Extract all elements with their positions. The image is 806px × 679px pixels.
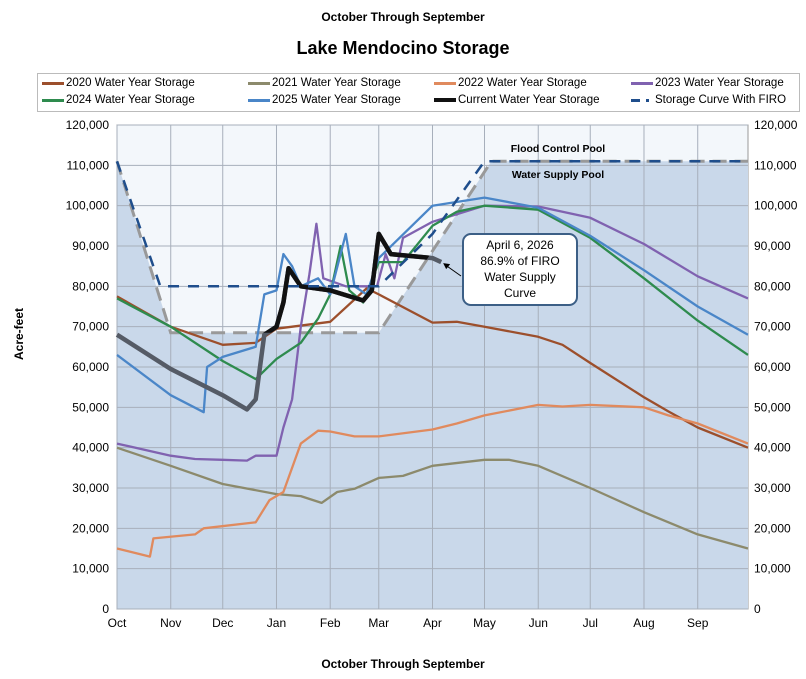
- legend-label: 2020 Water Year Storage: [66, 77, 195, 89]
- y-tick-label-right: 20,000: [754, 521, 791, 535]
- y-tick-label-left: 120,000: [66, 118, 110, 132]
- y-axis-label: Acre-feet: [12, 307, 26, 360]
- x-axis-label: October Through September: [321, 657, 485, 671]
- x-tick-label: Jan: [267, 616, 286, 630]
- legend-swatch: [434, 98, 456, 102]
- y-tick-label-right: 110,000: [754, 158, 797, 172]
- y-tick-label-left: 80,000: [72, 279, 109, 293]
- legend-item: 2020 Water Year Storage: [42, 77, 195, 89]
- legend: 2020 Water Year Storage 2021 Water Year S…: [37, 73, 800, 112]
- chart-supertitle: October Through September: [321, 10, 485, 24]
- y-tick-label-left: 30,000: [72, 481, 109, 495]
- legend-swatch: [631, 98, 653, 102]
- y-tick-label-left: 100,000: [66, 199, 110, 213]
- y-tick-label-left: 60,000: [72, 360, 109, 374]
- y-tick-label-right: 120,000: [754, 118, 798, 132]
- y-tick-label-right: 10,000: [754, 562, 791, 576]
- x-tick-label: Nov: [160, 616, 181, 630]
- legend-item: 2025 Water Year Storage: [248, 94, 401, 106]
- y-tick-label-right: 30,000: [754, 481, 791, 495]
- x-tick-label: Jul: [583, 616, 598, 630]
- y-tick-label-left: 10,000: [72, 562, 109, 576]
- y-tick-label-right: 70,000: [754, 320, 791, 334]
- annotation-line: 86.9% of FIRO: [480, 254, 560, 268]
- legend-swatch: [631, 81, 653, 85]
- y-tick-label-right: 90,000: [754, 239, 791, 253]
- x-tick-label: Dec: [212, 616, 233, 630]
- y-tick-label-left: 50,000: [72, 400, 109, 414]
- annotation-box: April 6, 2026 86.9% of FIRO Water Supply Cu…: [462, 233, 578, 306]
- annotation-line: Curve: [503, 286, 536, 300]
- legend-label: Storage Curve With FIRO: [655, 94, 787, 106]
- legend-swatch: [434, 81, 456, 85]
- legend-label: Current Water Year Storage: [458, 94, 600, 106]
- legend-item: Current Water Year Storage: [434, 94, 599, 106]
- y-tick-label-left: 40,000: [72, 441, 109, 455]
- y-tick-label-left: 0: [102, 602, 109, 616]
- y-tick-label-right: 0: [754, 602, 761, 616]
- legend-swatch: [42, 98, 64, 102]
- y-tick-label-right: 50,000: [754, 400, 791, 414]
- legend-item: 2021 Water Year Storage: [248, 77, 401, 89]
- legend-swatch: [248, 98, 270, 102]
- x-tick-label: May: [473, 616, 496, 630]
- series-2020-water-year-storage: [116, 287, 749, 449]
- legend-label: 2023 Water Year Storage: [655, 77, 784, 89]
- x-tick-label: Oct: [108, 616, 127, 630]
- legend-item: 2022 Water Year Storage: [434, 77, 587, 89]
- chart-title: Lake Mendocino Storage: [296, 38, 510, 58]
- legend-label: 2025 Water Year Storage: [272, 94, 401, 106]
- legend-label: 2021 Water Year Storage: [272, 77, 401, 89]
- series-2021-water-year-storage: [116, 446, 749, 550]
- water-supply-pool-label: Water Supply Pool: [512, 169, 604, 181]
- y-tick-label-left: 20,000: [72, 521, 109, 535]
- legend-item: 2024 Water Year Storage: [42, 94, 195, 106]
- legend-label: 2022 Water Year Storage: [458, 77, 587, 89]
- legend-swatch: [248, 81, 270, 85]
- series-storage-curve-with-firo: [115, 160, 748, 288]
- annotation-line: Water Supply: [484, 270, 556, 284]
- y-tick-label-right: 60,000: [754, 360, 791, 374]
- series-2025-water-year-storage: [116, 196, 749, 414]
- arrow-head-icon: [443, 263, 451, 270]
- series-2022-water-year-storage: [116, 403, 749, 558]
- x-tick-label: Apr: [423, 616, 442, 630]
- y-tick-label-left: 70,000: [72, 320, 109, 334]
- legend-label: 2024 Water Year Storage: [66, 94, 195, 106]
- x-tick-label: Feb: [320, 616, 341, 630]
- annotation-line: April 6, 2026: [486, 238, 554, 252]
- x-tick-label: Mar: [368, 616, 389, 630]
- legend-item: 2023 Water Year Storage: [631, 77, 784, 89]
- legend-item: Storage Curve With FIRO: [631, 94, 786, 106]
- x-tick-label: Jun: [529, 616, 548, 630]
- y-tick-label-right: 40,000: [754, 441, 791, 455]
- x-tick-label: Sep: [687, 616, 709, 630]
- y-tick-label-right: 80,000: [754, 279, 791, 293]
- rule-curve-line: [115, 159, 748, 335]
- series-current-water-year-storage: [117, 231, 443, 333]
- y-tick-label-left: 90,000: [72, 239, 109, 253]
- legend-swatch: [42, 81, 64, 85]
- y-tick-label-right: 100,000: [754, 199, 798, 213]
- series-2023-water-year-storage: [116, 204, 749, 462]
- y-tick-label-left: 110,000: [67, 158, 110, 172]
- flood-control-pool-label: Flood Control Pool: [511, 143, 606, 155]
- x-tick-label: Aug: [633, 616, 654, 630]
